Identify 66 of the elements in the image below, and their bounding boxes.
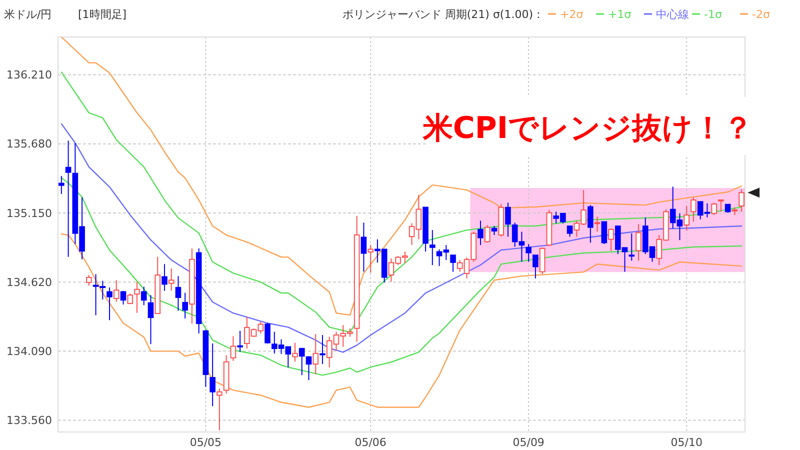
y-tick-label: 133.560 <box>6 414 52 428</box>
candlestick <box>148 294 154 345</box>
candlestick <box>292 342 298 362</box>
legend-label: +2σ <box>560 8 584 21</box>
candlestick <box>312 334 319 375</box>
candlestick <box>320 334 326 365</box>
candlestick <box>526 244 532 262</box>
annotation: 米CPIでレンジ抜け！？ <box>422 111 754 146</box>
candlestick <box>264 322 270 344</box>
candlestick <box>690 196 696 222</box>
candlestick <box>58 175 64 194</box>
candlestick <box>711 202 717 216</box>
legend-label: 中心線 <box>656 8 689 21</box>
candlestick <box>360 222 367 272</box>
y-tick-label: 134.090 <box>6 345 52 358</box>
candlestick <box>140 286 147 306</box>
legend-label: -2σ <box>752 8 770 21</box>
candlestick <box>182 292 188 319</box>
candlestick <box>601 221 608 245</box>
x-tick-label: 05/10 <box>670 436 702 449</box>
candlestick <box>368 244 374 274</box>
candlestick <box>505 202 511 238</box>
candlestick <box>210 342 216 407</box>
candlestick <box>237 330 243 352</box>
legend-title: ボリンジャーバンド 周期(21) σ(1.00)： <box>342 8 544 21</box>
candlestick <box>484 224 490 244</box>
line-series <box>60 177 742 376</box>
candlestick <box>532 254 538 279</box>
candlestick <box>566 226 573 238</box>
candlestick <box>106 286 112 321</box>
x-tick-label: 05/09 <box>512 436 544 449</box>
candlestick <box>113 280 120 302</box>
candlestick <box>478 220 484 246</box>
y-tick-label: 135.680 <box>6 138 52 151</box>
x-tick-label: 05/05 <box>190 436 222 449</box>
candlestick <box>298 348 305 376</box>
candlestick <box>608 228 614 252</box>
candlestick <box>65 140 72 258</box>
candlestick <box>738 188 744 212</box>
candlestick <box>175 276 182 312</box>
chart-title: 米ドル/円 <box>4 8 52 21</box>
candlestick <box>230 336 236 362</box>
candlestick <box>718 199 724 212</box>
candlestick <box>134 281 140 314</box>
candlestick <box>306 356 312 381</box>
y-tick-label: 136.210 <box>6 68 52 82</box>
x-tick-label: 05/06 <box>354 436 386 449</box>
line-series <box>60 233 742 408</box>
candlestick <box>162 264 168 292</box>
candlestick <box>539 246 546 275</box>
legend-label: +1σ <box>608 8 632 21</box>
candlestick <box>636 224 642 262</box>
candlestick <box>120 290 126 306</box>
candlestick <box>628 232 635 262</box>
candlestick <box>216 388 222 431</box>
candlestick <box>450 254 456 272</box>
candlestick <box>168 268 174 292</box>
candlestick <box>86 274 92 286</box>
chart-subtitle: [1時間足] <box>78 8 127 21</box>
candlestick <box>594 216 600 232</box>
candlestick <box>684 205 690 232</box>
candlestick <box>430 230 436 266</box>
candlestick <box>588 204 594 244</box>
y-tick-label: 135.150 <box>6 206 52 220</box>
y-tick-label: 134.620 <box>6 276 52 289</box>
legend-label: -1σ <box>704 8 722 21</box>
